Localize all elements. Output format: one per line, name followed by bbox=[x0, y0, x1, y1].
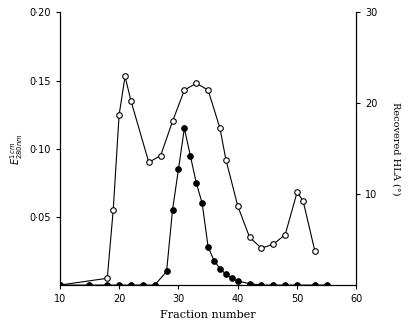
X-axis label: Fraction number: Fraction number bbox=[160, 310, 256, 320]
Y-axis label: Recovered HLA (°): Recovered HLA (°) bbox=[392, 102, 401, 195]
Y-axis label: $E^{1cm}_{280nm}$: $E^{1cm}_{280nm}$ bbox=[8, 133, 25, 165]
